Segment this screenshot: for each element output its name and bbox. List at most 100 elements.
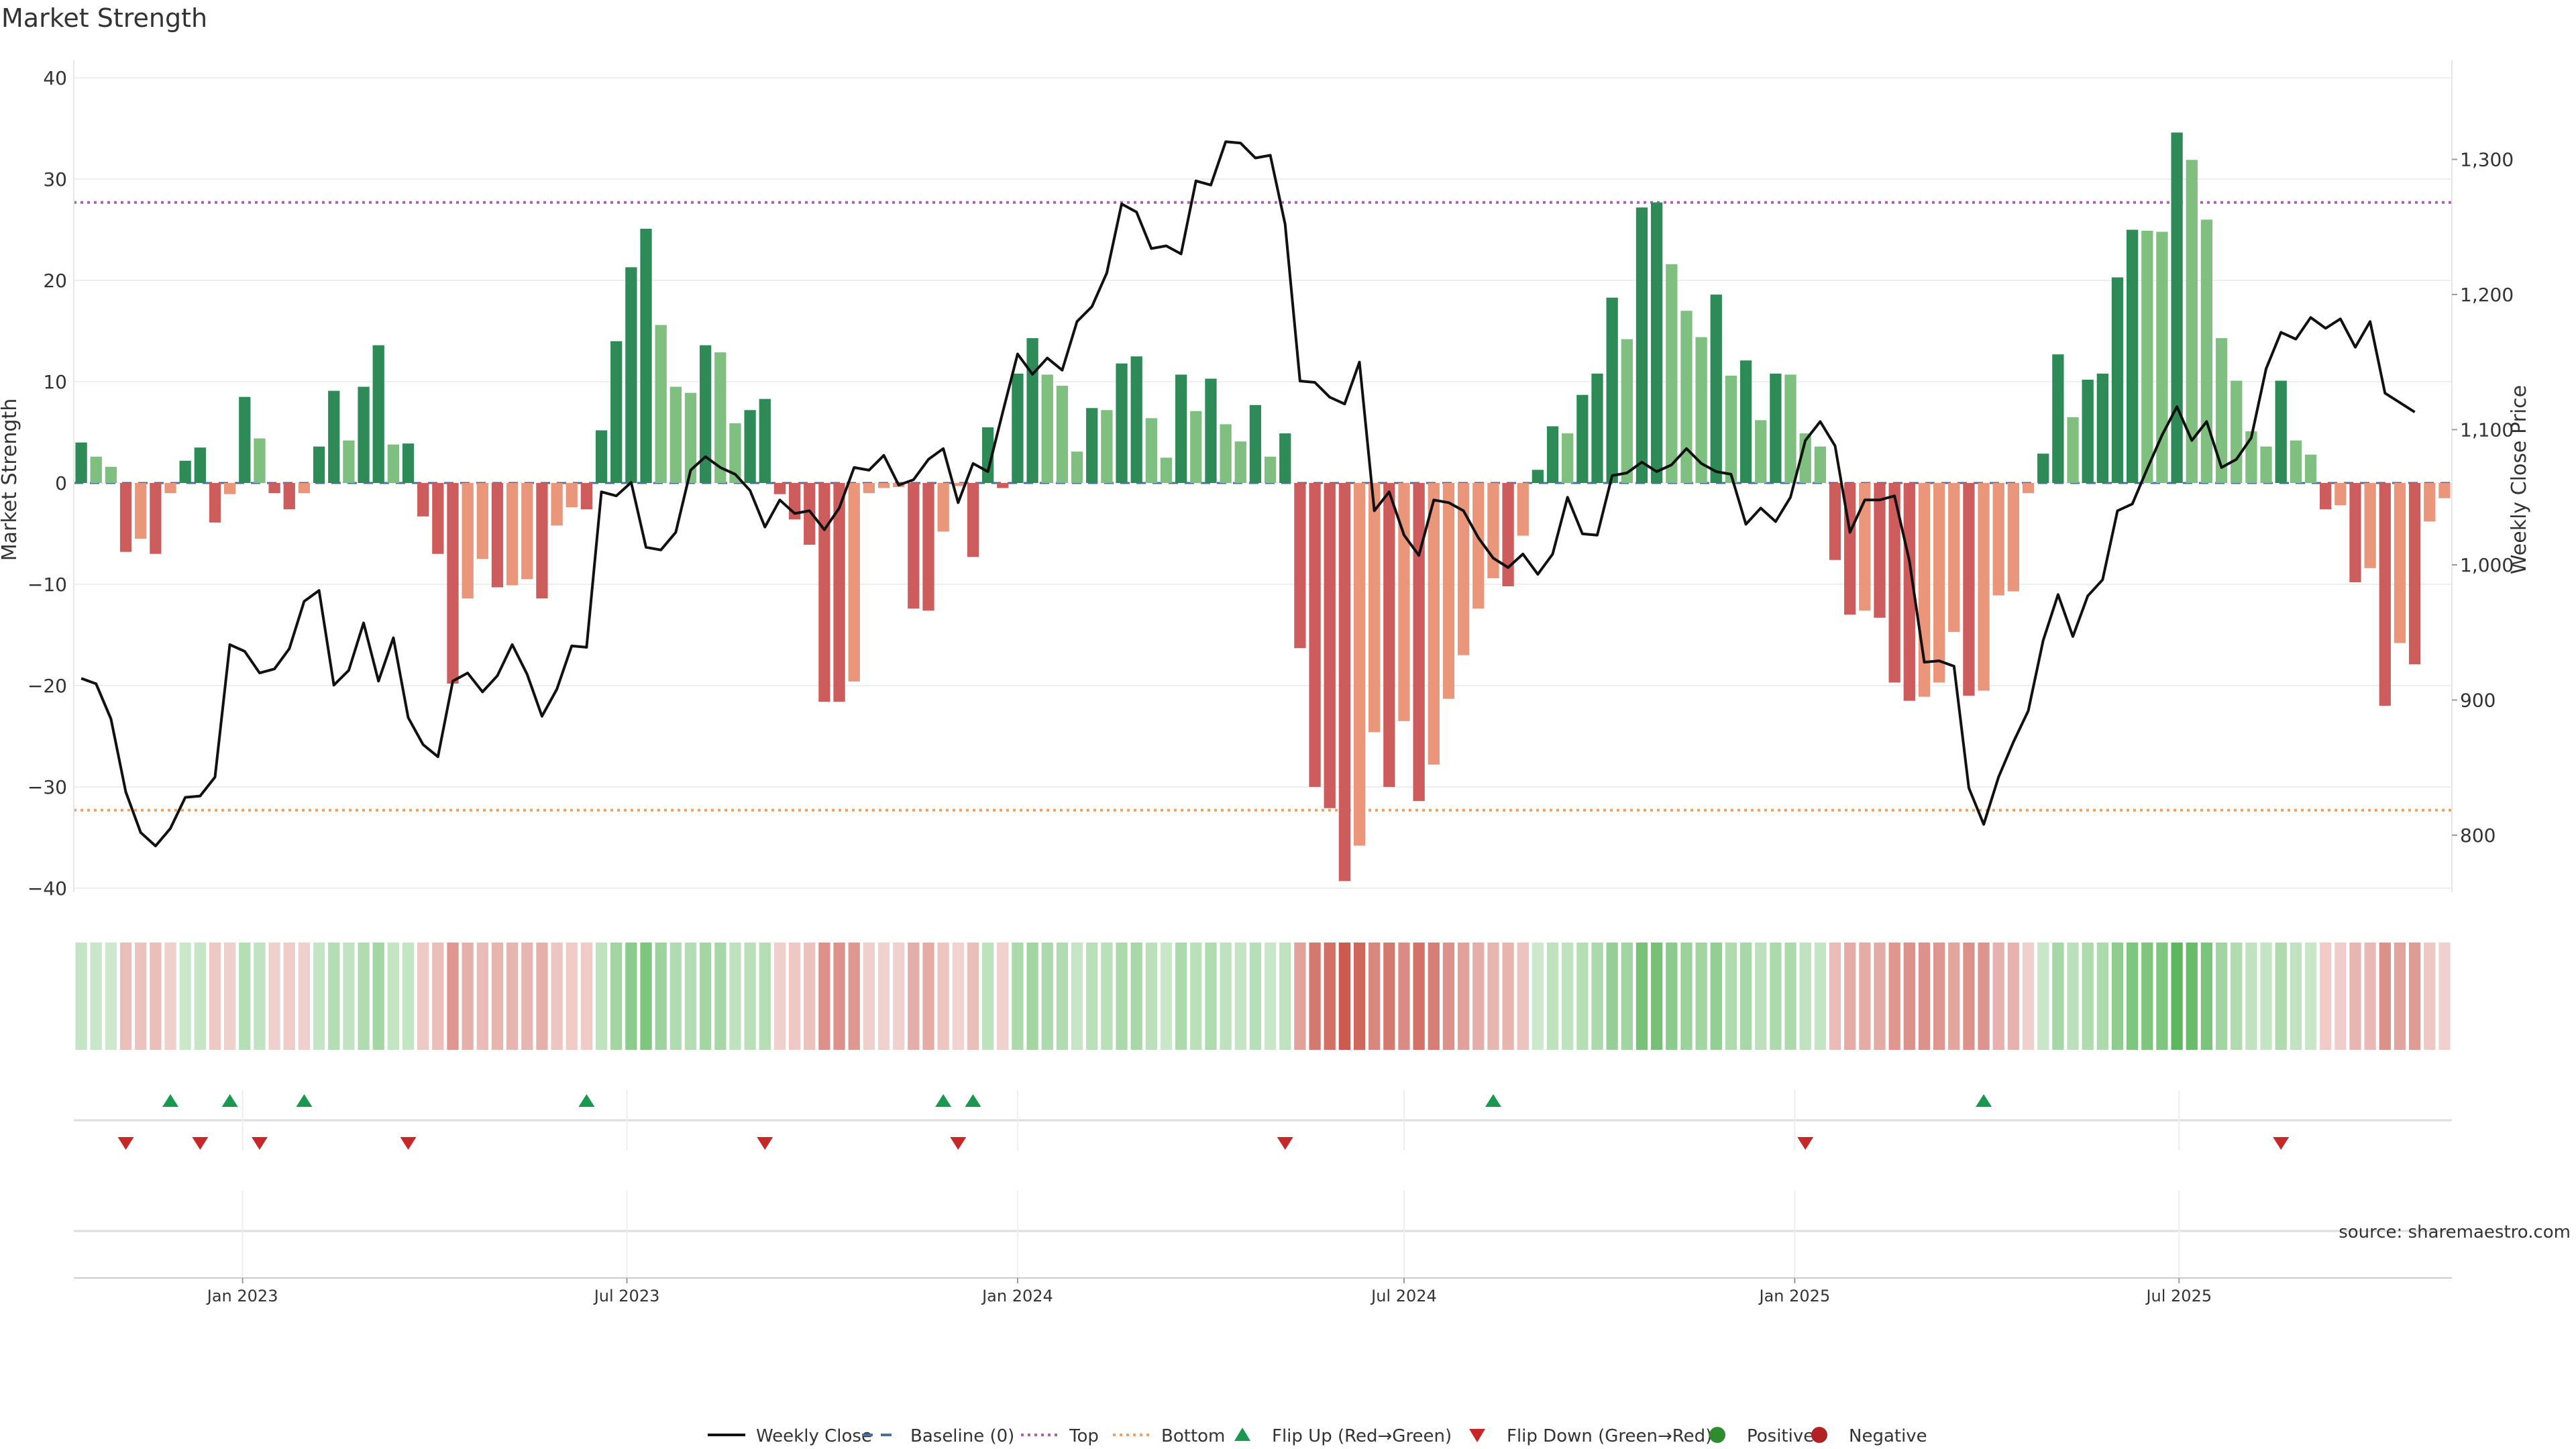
- heat-cell: [105, 943, 117, 1050]
- heat-cell: [417, 943, 429, 1050]
- strength-bar: [2215, 338, 2228, 483]
- strength-bar: [2007, 483, 2020, 592]
- heat-cell: [848, 943, 860, 1050]
- strength-bar: [1101, 410, 1113, 483]
- heat-cell: [2245, 943, 2257, 1050]
- heat-cell: [254, 943, 266, 1050]
- heat-cell: [1309, 943, 1321, 1050]
- flip-down-marker: [950, 1137, 967, 1150]
- heat-cell: [1472, 943, 1485, 1050]
- heat-cell: [714, 943, 727, 1050]
- heat-cell: [1101, 943, 1113, 1050]
- heat-cell: [1784, 943, 1796, 1050]
- strength-bar: [714, 352, 727, 483]
- heat-cell: [1294, 943, 1306, 1050]
- strength-bar: [194, 447, 206, 483]
- strength-bar: [1546, 426, 1559, 483]
- strength-bar: [595, 430, 608, 483]
- y-tick-label: 20: [43, 270, 67, 292]
- heat-cell: [1859, 943, 1871, 1050]
- strength-bar: [2408, 483, 2421, 665]
- heat-cell: [223, 943, 236, 1050]
- strength-bar: [2349, 483, 2361, 582]
- heat-cell: [1888, 943, 1900, 1050]
- strength-bar: [536, 483, 548, 599]
- strength-bar: [1294, 483, 1306, 649]
- heat-cell: [179, 943, 191, 1050]
- heat-cell: [2186, 943, 2198, 1050]
- reference-lines: [74, 201, 2452, 812]
- heat-cell: [773, 943, 786, 1050]
- strength-bar: [402, 443, 415, 483]
- strength-bar: [2200, 219, 2213, 483]
- strength-bar: [1264, 456, 1277, 483]
- heat-cell: [2156, 943, 2168, 1050]
- strength-bar: [1755, 420, 1767, 483]
- strength-bar: [1621, 339, 1633, 483]
- strength-bar: [254, 438, 266, 483]
- heat-cell: [2007, 943, 2020, 1050]
- flip-up-marker: [965, 1094, 981, 1107]
- legend-item: Baseline (0): [862, 1426, 1014, 1446]
- legend-label: Weekly Close: [756, 1426, 872, 1446]
- legend-label: Baseline (0): [910, 1426, 1014, 1446]
- heat-cell: [1770, 943, 1782, 1050]
- strength-bar: [491, 483, 504, 588]
- y-tick-label: 40: [43, 67, 67, 89]
- strength-bar: [610, 341, 623, 483]
- strength-bar: [1635, 207, 1648, 483]
- flip-up-marker: [1485, 1094, 1501, 1107]
- heat-cell: [1755, 943, 1767, 1050]
- heat-cell: [1190, 943, 1202, 1050]
- strength-bar: [1071, 451, 1083, 483]
- heat-cell: [1086, 943, 1098, 1050]
- strength-bar: [1680, 311, 1693, 483]
- strength-bar: [1324, 483, 1336, 808]
- y2-tick-label: 1,200: [2460, 284, 2514, 306]
- strength-bar: [2290, 440, 2302, 483]
- strength-bar: [863, 483, 875, 494]
- heat-cell: [1071, 943, 1083, 1050]
- strength-bar: [1012, 373, 1024, 483]
- heat-cell: [1978, 943, 1990, 1050]
- legend-item: Negative: [1811, 1426, 1927, 1446]
- strength-bar: [2096, 373, 2108, 483]
- flip-up-marker: [578, 1094, 595, 1107]
- heat-cell: [1874, 943, 1886, 1050]
- strength-bar: [655, 325, 667, 483]
- strength-bar: [119, 483, 132, 552]
- heat-cell: [1710, 943, 1722, 1050]
- strength-bar: [908, 483, 920, 609]
- strength-bar: [1562, 433, 1574, 483]
- legend-swatch-flip-down: [1469, 1429, 1485, 1442]
- strength-bar: [2186, 160, 2198, 483]
- strength-bar: [1517, 483, 1529, 536]
- strength-bar: [2052, 354, 2064, 483]
- heat-cell: [476, 943, 488, 1050]
- strength-bar: [1190, 411, 1202, 483]
- legend-item: Weekly Close: [708, 1426, 872, 1446]
- strength-bar: [1130, 356, 1142, 483]
- heat-cell: [1562, 943, 1574, 1050]
- heat-cell: [268, 943, 280, 1050]
- strength-bar: [358, 386, 370, 483]
- strength-bar: [1606, 297, 1618, 483]
- strength-bar: [1710, 294, 1722, 483]
- strength-bar: [1353, 483, 1366, 846]
- heat-cell: [818, 943, 830, 1050]
- heat-cell: [967, 943, 979, 1050]
- heat-cell: [447, 943, 459, 1050]
- legend-swatch-flip-up: [1234, 1428, 1250, 1441]
- strength-bar: [2379, 483, 2391, 706]
- heat-cell: [1517, 943, 1529, 1050]
- strength-bar: [432, 483, 444, 554]
- strength-bar: [1428, 483, 1440, 765]
- strength-bar: [1829, 483, 1841, 560]
- legend: Weekly Close Baseline (0) Top Bottom Flip Up…: [708, 1426, 1927, 1446]
- strength-bar: [372, 345, 384, 483]
- flip-down-marker: [117, 1137, 134, 1150]
- legend-item: Flip Down (Green→Red): [1469, 1426, 1712, 1446]
- strength-bar: [967, 483, 979, 557]
- heat-cell: [283, 943, 295, 1050]
- flip-down-marker: [251, 1137, 268, 1150]
